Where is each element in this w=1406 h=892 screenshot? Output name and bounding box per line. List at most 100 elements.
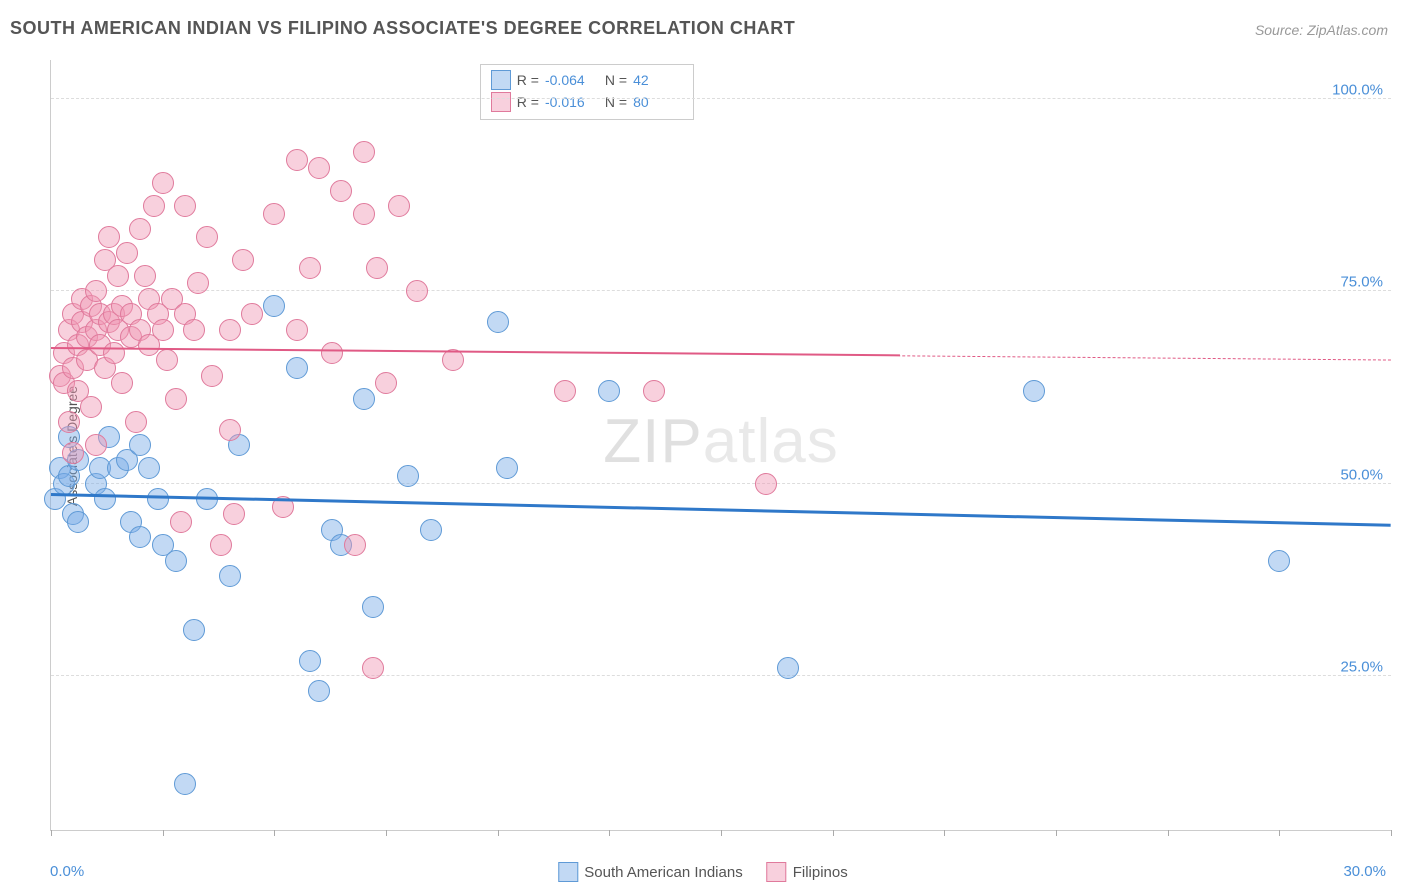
data-point — [174, 195, 196, 217]
stats-row: R =-0.016 N =80 — [491, 91, 683, 113]
data-point — [80, 396, 102, 418]
data-point — [67, 511, 89, 533]
data-point — [777, 657, 799, 679]
data-point — [442, 349, 464, 371]
x-axis-max-label: 30.0% — [1343, 863, 1386, 880]
legend-label: Filipinos — [793, 864, 848, 881]
data-point — [366, 257, 388, 279]
source-label: Source: ZipAtlas.com — [1255, 22, 1388, 38]
x-tick — [721, 830, 722, 836]
n-value: 80 — [633, 91, 683, 113]
data-point — [85, 434, 107, 456]
data-point — [165, 550, 187, 572]
data-point — [58, 411, 80, 433]
data-point — [286, 149, 308, 171]
data-point — [353, 141, 375, 163]
data-point — [263, 203, 285, 225]
data-point — [406, 280, 428, 302]
legend-label: South American Indians — [584, 864, 742, 881]
data-point — [134, 265, 156, 287]
regression-line — [51, 347, 900, 356]
legend-item: South American Indians — [558, 862, 742, 882]
data-point — [1268, 550, 1290, 572]
data-point — [232, 249, 254, 271]
data-point — [353, 388, 375, 410]
n-label: N = — [601, 69, 627, 91]
data-point — [487, 311, 509, 333]
gridline — [51, 483, 1391, 484]
data-point — [223, 503, 245, 525]
x-tick — [609, 830, 610, 836]
swatch-icon — [558, 862, 578, 882]
data-point — [183, 619, 205, 641]
data-point — [147, 488, 169, 510]
data-point — [94, 488, 116, 510]
swatch-icon — [491, 92, 511, 112]
data-point — [299, 650, 321, 672]
data-point — [554, 380, 576, 402]
x-axis-min-label: 0.0% — [50, 863, 84, 880]
data-point — [598, 380, 620, 402]
data-point — [156, 349, 178, 371]
data-point — [397, 465, 419, 487]
data-point — [103, 342, 125, 364]
data-point — [344, 534, 366, 556]
data-point — [299, 257, 321, 279]
chart-container: SOUTH AMERICAN INDIAN VS FILIPINO ASSOCI… — [0, 0, 1406, 892]
data-point — [98, 226, 120, 248]
data-point — [187, 272, 209, 294]
x-tick — [274, 830, 275, 836]
x-tick — [386, 830, 387, 836]
x-tick — [944, 830, 945, 836]
plot-area: ZIPatlas R =-0.064 N =42R =-0.016 N =80 … — [50, 60, 1391, 831]
y-tick-label: 100.0% — [1332, 81, 1383, 98]
r-value: -0.064 — [545, 69, 595, 91]
data-point — [210, 534, 232, 556]
data-point — [138, 457, 160, 479]
data-point — [375, 372, 397, 394]
data-point — [201, 365, 223, 387]
n-label: N = — [601, 91, 627, 113]
gridline — [51, 290, 1391, 291]
watermark: ZIPatlas — [603, 406, 838, 477]
data-point — [321, 342, 343, 364]
y-tick-label: 75.0% — [1340, 274, 1383, 291]
y-tick-label: 50.0% — [1340, 466, 1383, 483]
data-point — [219, 565, 241, 587]
gridline — [51, 98, 1391, 99]
data-point — [62, 442, 84, 464]
swatch-icon — [491, 70, 511, 90]
r-label: R = — [517, 91, 539, 113]
legend-item: Filipinos — [767, 862, 848, 882]
data-point — [129, 218, 151, 240]
stats-row: R =-0.064 N =42 — [491, 69, 683, 91]
x-tick — [1391, 830, 1392, 836]
data-point — [152, 172, 174, 194]
data-point — [308, 157, 330, 179]
data-point — [388, 195, 410, 217]
data-point — [125, 411, 147, 433]
y-tick-label: 25.0% — [1340, 659, 1383, 676]
n-value: 42 — [633, 69, 683, 91]
data-point — [362, 657, 384, 679]
x-tick — [163, 830, 164, 836]
data-point — [353, 203, 375, 225]
data-point — [170, 511, 192, 533]
gridline — [51, 675, 1391, 676]
data-point — [129, 434, 151, 456]
data-point — [496, 457, 518, 479]
data-point — [116, 242, 138, 264]
data-point — [85, 280, 107, 302]
data-point — [1023, 380, 1045, 402]
stats-box: R =-0.064 N =42R =-0.016 N =80 — [480, 64, 694, 120]
data-point — [308, 680, 330, 702]
data-point — [107, 265, 129, 287]
x-tick — [498, 830, 499, 836]
data-point — [241, 303, 263, 325]
data-point — [330, 180, 352, 202]
x-tick — [1168, 830, 1169, 836]
x-tick — [1279, 830, 1280, 836]
data-point — [219, 419, 241, 441]
data-point — [129, 526, 151, 548]
data-point — [362, 596, 384, 618]
